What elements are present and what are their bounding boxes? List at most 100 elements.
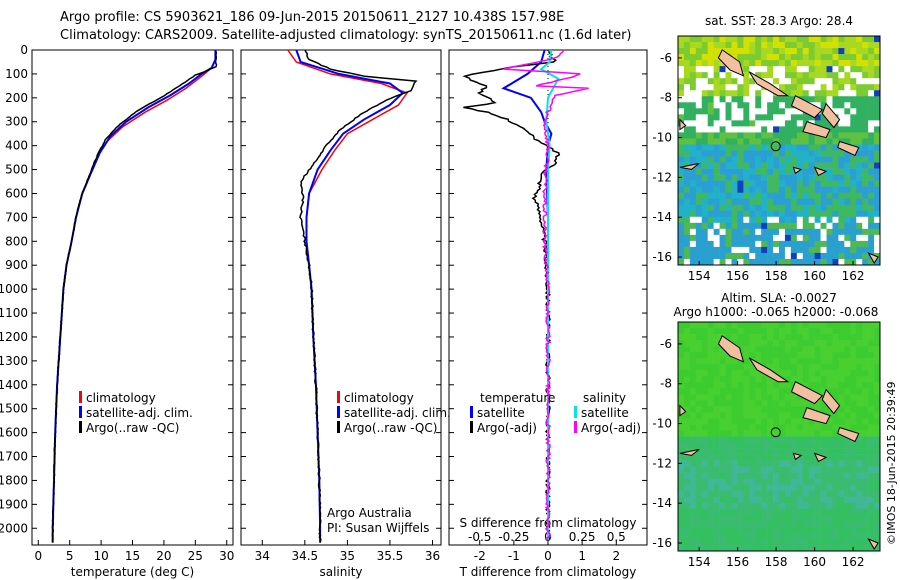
- map-cell: [755, 162, 762, 169]
- map-cell: [862, 442, 869, 449]
- map-cell: [796, 186, 804, 193]
- map-cell: [790, 216, 798, 224]
- map-cell: [814, 496, 821, 504]
- map-cell: [695, 340, 703, 347]
- map-cell: [767, 228, 774, 236]
- map-cell: [784, 174, 792, 181]
- map-cell: [796, 126, 804, 133]
- map-cell: [796, 466, 804, 473]
- map-cell: [755, 526, 762, 534]
- map-cell: [808, 490, 815, 498]
- map-cell: [826, 388, 833, 395]
- map-cell: [862, 520, 869, 528]
- map-cell: [755, 388, 762, 395]
- map-cell: [773, 150, 780, 157]
- map-cell: [749, 478, 756, 486]
- map-cell: [773, 186, 780, 193]
- island-shape: [679, 162, 700, 170]
- map-cell: [731, 430, 738, 437]
- map-cell: [678, 484, 685, 492]
- map-cell: [850, 400, 857, 407]
- map-cell: [719, 508, 726, 516]
- map-cell: [695, 334, 703, 341]
- map-cell: [796, 358, 804, 365]
- map-cell: [761, 246, 768, 254]
- map-cell: [713, 514, 720, 522]
- map-cell: [784, 496, 792, 504]
- map-cell: [802, 258, 809, 266]
- map-cell: [784, 84, 792, 91]
- map-cell: [743, 246, 750, 254]
- map-cell: [874, 258, 881, 266]
- map-cell: [689, 234, 697, 242]
- map-cell: [868, 246, 875, 254]
- map-cell: [868, 532, 875, 540]
- map-cell: [796, 204, 804, 212]
- map-cell: [725, 42, 732, 49]
- map-cell: [808, 382, 815, 389]
- salinity-profile-xtick-label: 35: [340, 549, 355, 563]
- map-cell: [790, 364, 798, 371]
- map-cell: [773, 162, 780, 169]
- map-cell: [731, 102, 738, 109]
- map-cell: [749, 42, 756, 49]
- map-cell: [725, 240, 732, 248]
- map-cell: [767, 156, 774, 163]
- map-cell: [731, 496, 738, 504]
- map-cell: [701, 258, 708, 266]
- map-cell: [689, 532, 697, 540]
- map-cell: [725, 198, 732, 206]
- map-cell: [713, 418, 720, 425]
- map-cell: [790, 126, 798, 133]
- map-cell: [773, 322, 780, 329]
- map-cell: [838, 36, 845, 43]
- map-cell: [713, 96, 720, 103]
- map-cell: [773, 388, 780, 395]
- map-cell: [719, 502, 726, 510]
- map-cell: [689, 346, 697, 353]
- map-cell: [719, 144, 726, 151]
- map-cell: [868, 198, 875, 206]
- map-cell: [737, 526, 744, 534]
- map-cell: [856, 246, 863, 254]
- map-cell: [707, 490, 714, 498]
- map-cell: [743, 108, 750, 115]
- map-cell: [725, 520, 732, 528]
- map-cell: [767, 252, 774, 260]
- map-cell: [707, 352, 714, 359]
- sst-map-xtick-label: 154: [688, 269, 711, 283]
- map-cell: [713, 144, 720, 151]
- map-cell: [790, 78, 798, 85]
- map-cell: [713, 328, 720, 335]
- map-cell: [808, 186, 815, 193]
- map-cell: [832, 478, 839, 486]
- map-cell: [808, 454, 815, 461]
- map-cell: [832, 334, 839, 341]
- map-cell: [683, 84, 691, 91]
- map-cell: [695, 430, 703, 437]
- sla-map-ytick-label: -12: [652, 456, 672, 470]
- map-cell: [743, 198, 750, 206]
- map-cell: [767, 66, 774, 73]
- map-cell: [814, 36, 821, 43]
- map-cell: [725, 394, 732, 401]
- map-cell: [678, 156, 685, 163]
- map-cell: [713, 358, 720, 365]
- map-cell: [719, 162, 726, 169]
- map-cell: [737, 252, 744, 260]
- map-cell: [749, 538, 756, 546]
- difference-profile-xtick-label: 0: [544, 549, 552, 563]
- map-cell: [695, 168, 703, 175]
- map-cell: [790, 192, 798, 200]
- map-cell: [749, 60, 756, 67]
- map-cell: [773, 538, 780, 546]
- map-cell: [749, 138, 756, 145]
- map-cell: [707, 156, 714, 163]
- map-cell: [802, 532, 809, 540]
- map-cell: [761, 240, 768, 248]
- map-cell: [737, 228, 744, 236]
- map-cell: [790, 162, 798, 169]
- map-cell: [761, 162, 768, 169]
- map-cell: [725, 108, 732, 115]
- map-cell: [802, 478, 809, 486]
